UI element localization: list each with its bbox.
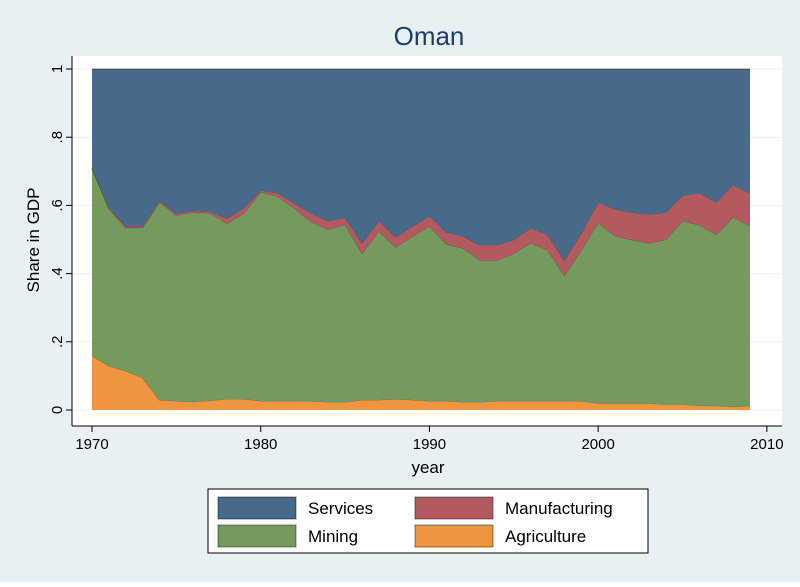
x-tick-label: 1990 xyxy=(413,436,446,453)
x-tick-label: 1980 xyxy=(244,436,277,453)
area-series xyxy=(91,68,751,410)
legend-swatch-agriculture xyxy=(414,524,494,548)
chart-title: Oman xyxy=(394,21,465,51)
y-tick-label: .8 xyxy=(49,131,66,144)
legend-label-services: Services xyxy=(308,499,373,518)
legend-swatch-mining xyxy=(217,524,297,548)
axis-ticks: 0 .2 .4 .6 .8 1 1970 1980 1990 2000 2010 xyxy=(49,65,784,453)
agriculture-area xyxy=(92,355,750,410)
y-tick-label: 0 xyxy=(49,406,66,414)
x-tick-label: 2000 xyxy=(581,436,614,453)
legend-label-mining: Mining xyxy=(308,527,358,546)
x-tick-label: 1970 xyxy=(75,436,108,453)
y-tick-label: .4 xyxy=(49,267,66,280)
services-area xyxy=(92,69,750,260)
manufacturing-area xyxy=(92,167,750,276)
y-tick-label: .2 xyxy=(49,336,66,349)
legend-label-agriculture: Agriculture xyxy=(505,527,586,546)
y-tick-label: .6 xyxy=(49,199,66,212)
legend-label-manufacturing: Manufacturing xyxy=(505,499,613,518)
y-tick-label: 1 xyxy=(49,65,66,73)
y-axis-label: Share in GDP xyxy=(24,188,43,293)
legend-swatch-services xyxy=(217,496,297,520)
legend-swatch-manufacturing xyxy=(414,496,494,520)
mining-area xyxy=(92,167,750,407)
x-tick-label: 2010 xyxy=(750,436,783,453)
legend: Services Manufacturing Mining Agriculture xyxy=(207,488,649,554)
x-axis-label: year xyxy=(411,458,444,477)
